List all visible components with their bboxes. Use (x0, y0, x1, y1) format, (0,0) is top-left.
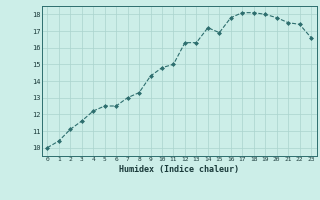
X-axis label: Humidex (Indice chaleur): Humidex (Indice chaleur) (119, 165, 239, 174)
